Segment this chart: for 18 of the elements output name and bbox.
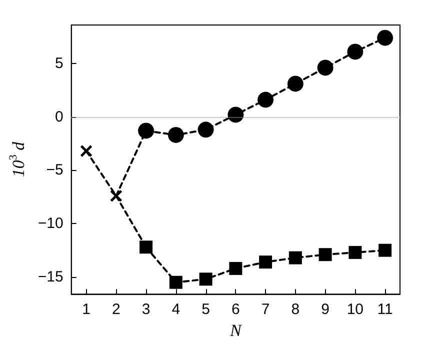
y-tick-label: 0 <box>55 108 64 126</box>
x-tick-label: 11 <box>377 301 393 318</box>
x-tick-label: 1 <box>82 301 90 318</box>
x-tick-label: 8 <box>291 301 300 318</box>
x-tick-label: 7 <box>261 301 270 318</box>
x-tick-label: 6 <box>232 301 240 318</box>
y-tick-label: −10 <box>38 215 64 232</box>
y-tick-label: −15 <box>38 268 64 286</box>
y-tick-label: −5 <box>46 162 64 179</box>
x-tick-label: 2 <box>112 301 120 318</box>
x-tick-label: 5 <box>202 301 210 318</box>
y-tick-label: 5 <box>55 54 64 72</box>
x-tick-label: 4 <box>172 301 180 318</box>
x-tick-label: 9 <box>321 301 330 318</box>
x-tick-label: 10 <box>346 301 364 318</box>
x-tick-label: 3 <box>142 301 150 318</box>
x-axis-title: N <box>229 321 243 340</box>
y-axis-title: 103 d <box>8 141 28 178</box>
